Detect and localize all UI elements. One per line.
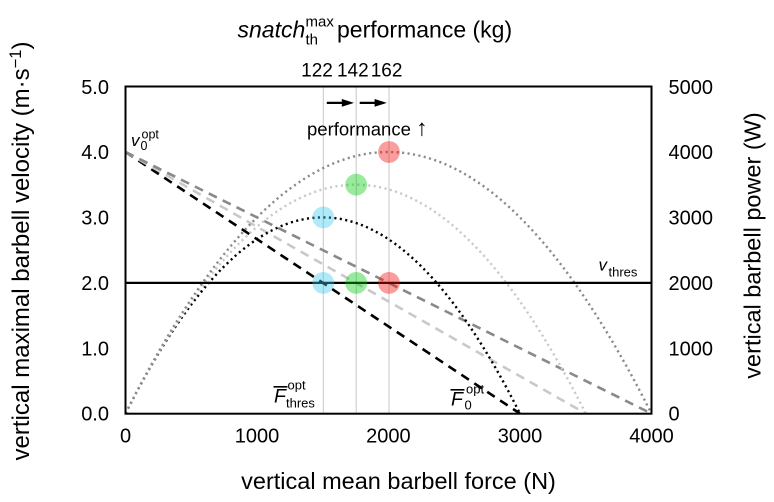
svg-text:vertical barbell power (W): vertical barbell power (W) — [740, 112, 766, 378]
svg-text:5000: 5000 — [669, 77, 714, 99]
svg-text:v: v — [599, 256, 609, 275]
svg-text:3000: 3000 — [498, 426, 543, 448]
svg-text:5.0: 5.0 — [81, 77, 109, 99]
svg-text:0: 0 — [669, 404, 680, 426]
svg-text:opt: opt — [466, 382, 484, 397]
svg-text:vertical maximal barbell veloc: vertical maximal barbell velocity (m·s−1… — [7, 42, 35, 461]
svg-text:thres: thres — [286, 396, 315, 411]
svg-text:0.0: 0.0 — [81, 404, 109, 426]
svg-text:2000: 2000 — [366, 426, 411, 448]
svg-text:F: F — [451, 388, 464, 410]
svg-text:opt: opt — [288, 378, 306, 393]
svg-text:vertical mean barbell force (N: vertical mean barbell force (N) — [241, 468, 556, 494]
svg-text:4.0: 4.0 — [81, 142, 109, 164]
svg-text:opt: opt — [142, 128, 160, 142]
svg-text:2000: 2000 — [669, 273, 714, 295]
svg-text:0: 0 — [465, 398, 472, 413]
svg-text:0: 0 — [120, 426, 131, 448]
svg-text:3.0: 3.0 — [81, 208, 109, 230]
svg-text:1000: 1000 — [669, 338, 714, 360]
svg-text:v: v — [131, 131, 141, 150]
svg-text:1000: 1000 — [235, 426, 280, 448]
svg-text:2.0: 2.0 — [81, 273, 109, 295]
svg-text:4000: 4000 — [669, 142, 714, 164]
svg-text:4000: 4000 — [629, 426, 674, 448]
svg-text:performance ↑: performance ↑ — [307, 115, 428, 141]
svg-text:thres: thres — [609, 265, 638, 280]
svg-text:162: 162 — [371, 61, 403, 82]
svg-text:0: 0 — [141, 139, 148, 153]
svg-text:122: 122 — [301, 61, 333, 82]
svg-text:3000: 3000 — [669, 208, 714, 230]
svg-text:142: 142 — [337, 61, 369, 82]
svg-text:1.0: 1.0 — [81, 338, 109, 360]
svg-text:F: F — [274, 386, 287, 408]
